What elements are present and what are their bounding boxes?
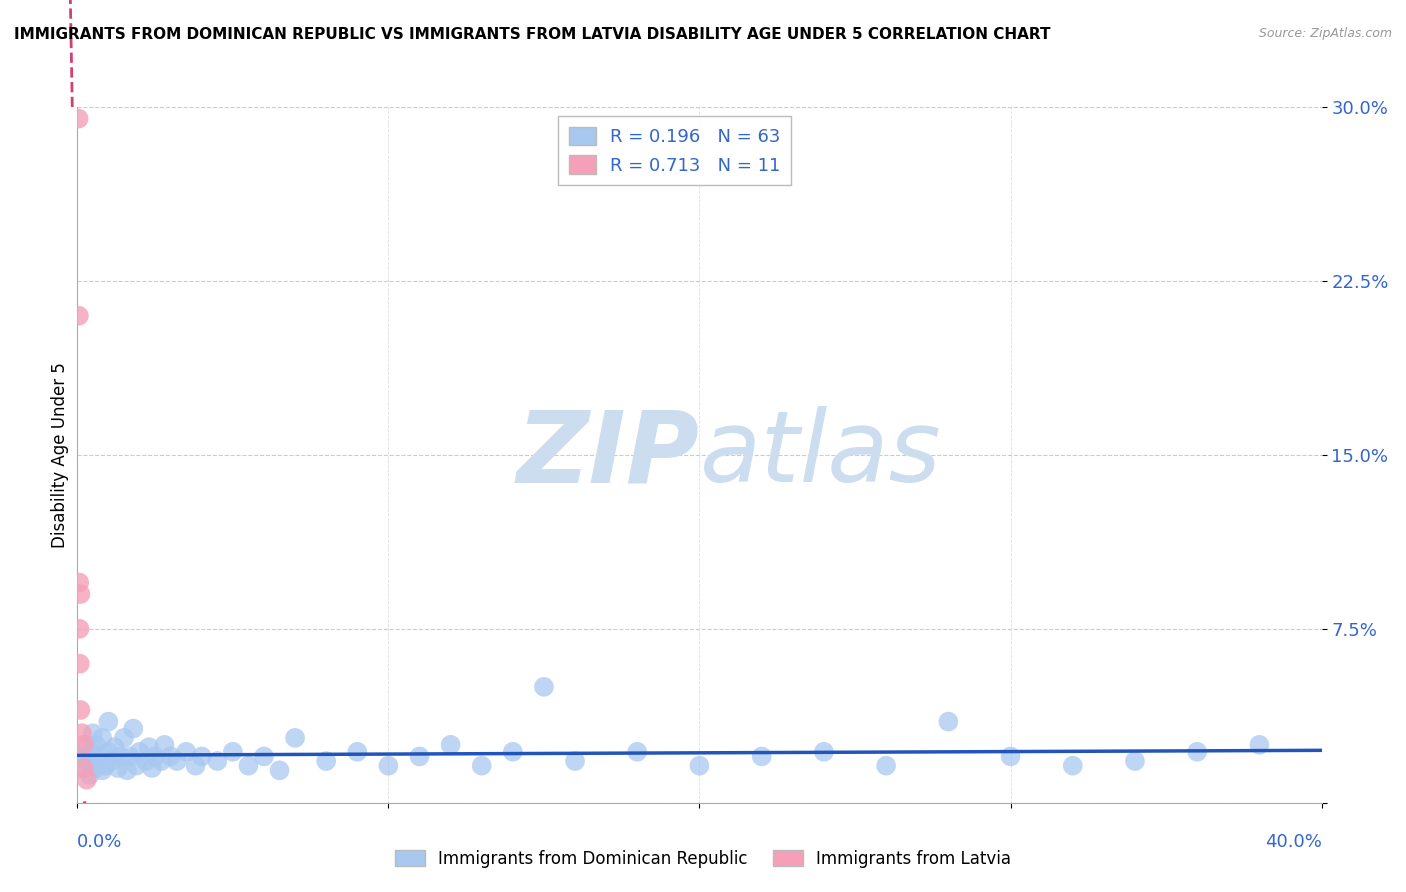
Point — [84, 738, 107, 752]
Point — [115, 764, 138, 778]
Point — [69, 703, 91, 717]
Point — [159, 749, 181, 764]
Point — [91, 764, 114, 778]
Point — [72, 761, 94, 775]
Point — [153, 738, 176, 752]
Point — [533, 680, 555, 694]
Point — [315, 754, 337, 768]
Point — [120, 749, 142, 764]
Point — [79, 768, 101, 782]
Point — [69, 622, 91, 636]
Point — [82, 726, 104, 740]
Point — [1062, 758, 1084, 772]
Point — [1187, 745, 1209, 759]
Point — [138, 740, 160, 755]
Point — [174, 745, 197, 759]
Point — [67, 309, 90, 323]
Point — [69, 587, 91, 601]
Point — [67, 575, 90, 590]
Point — [1123, 754, 1146, 768]
Point — [72, 761, 94, 775]
Text: 0.0%: 0.0% — [77, 833, 122, 851]
Point — [166, 754, 188, 768]
Point — [110, 749, 132, 764]
Legend: R = 0.196   N = 63, R = 0.713   N = 11: R = 0.196 N = 63, R = 0.713 N = 11 — [558, 116, 792, 186]
Point — [184, 758, 207, 772]
Point — [135, 754, 157, 768]
Point — [122, 722, 145, 736]
Point — [502, 745, 524, 759]
Point — [689, 758, 711, 772]
Point — [72, 738, 94, 752]
Text: IMMIGRANTS FROM DOMINICAN REPUBLIC VS IMMIGRANTS FROM LATVIA DISABILITY AGE UNDE: IMMIGRANTS FROM DOMINICAN REPUBLIC VS IM… — [14, 27, 1050, 42]
Point — [94, 758, 117, 772]
Point — [84, 761, 107, 775]
Point — [76, 738, 98, 752]
Text: atlas: atlas — [700, 407, 941, 503]
Point — [125, 758, 148, 772]
Legend: Immigrants from Dominican Republic, Immigrants from Latvia: Immigrants from Dominican Republic, Immi… — [388, 844, 1018, 875]
Point — [67, 112, 90, 126]
Point — [1249, 738, 1271, 752]
Point — [150, 754, 173, 768]
Point — [82, 754, 104, 768]
Point — [112, 731, 135, 745]
Text: ZIP: ZIP — [516, 407, 700, 503]
Text: 40.0%: 40.0% — [1265, 833, 1322, 851]
Point — [207, 754, 229, 768]
Point — [751, 749, 773, 764]
Point — [141, 761, 163, 775]
Point — [69, 749, 91, 764]
Point — [97, 745, 120, 759]
Point — [69, 657, 91, 671]
Point — [346, 745, 368, 759]
Point — [938, 714, 960, 729]
Point — [191, 749, 214, 764]
Point — [104, 740, 127, 755]
Point — [76, 754, 98, 768]
Point — [440, 738, 463, 752]
Point — [91, 731, 114, 745]
Point — [253, 749, 276, 764]
Point — [79, 745, 101, 759]
Point — [284, 731, 307, 745]
Text: Source: ZipAtlas.com: Source: ZipAtlas.com — [1258, 27, 1392, 40]
Point — [1000, 749, 1022, 764]
Point — [875, 758, 897, 772]
Point — [76, 772, 98, 787]
Point — [626, 745, 648, 759]
Y-axis label: Disability Age Under 5: Disability Age Under 5 — [51, 362, 69, 548]
Point — [87, 749, 110, 764]
Point — [471, 758, 494, 772]
Point — [408, 749, 430, 764]
Point — [238, 758, 260, 772]
Point — [97, 714, 120, 729]
Point — [564, 754, 586, 768]
Point — [222, 745, 245, 759]
Point — [70, 726, 93, 740]
Point — [269, 764, 291, 778]
Point — [377, 758, 399, 772]
Point — [100, 754, 122, 768]
Point — [128, 745, 150, 759]
Point — [143, 749, 166, 764]
Point — [813, 745, 835, 759]
Point — [107, 761, 129, 775]
